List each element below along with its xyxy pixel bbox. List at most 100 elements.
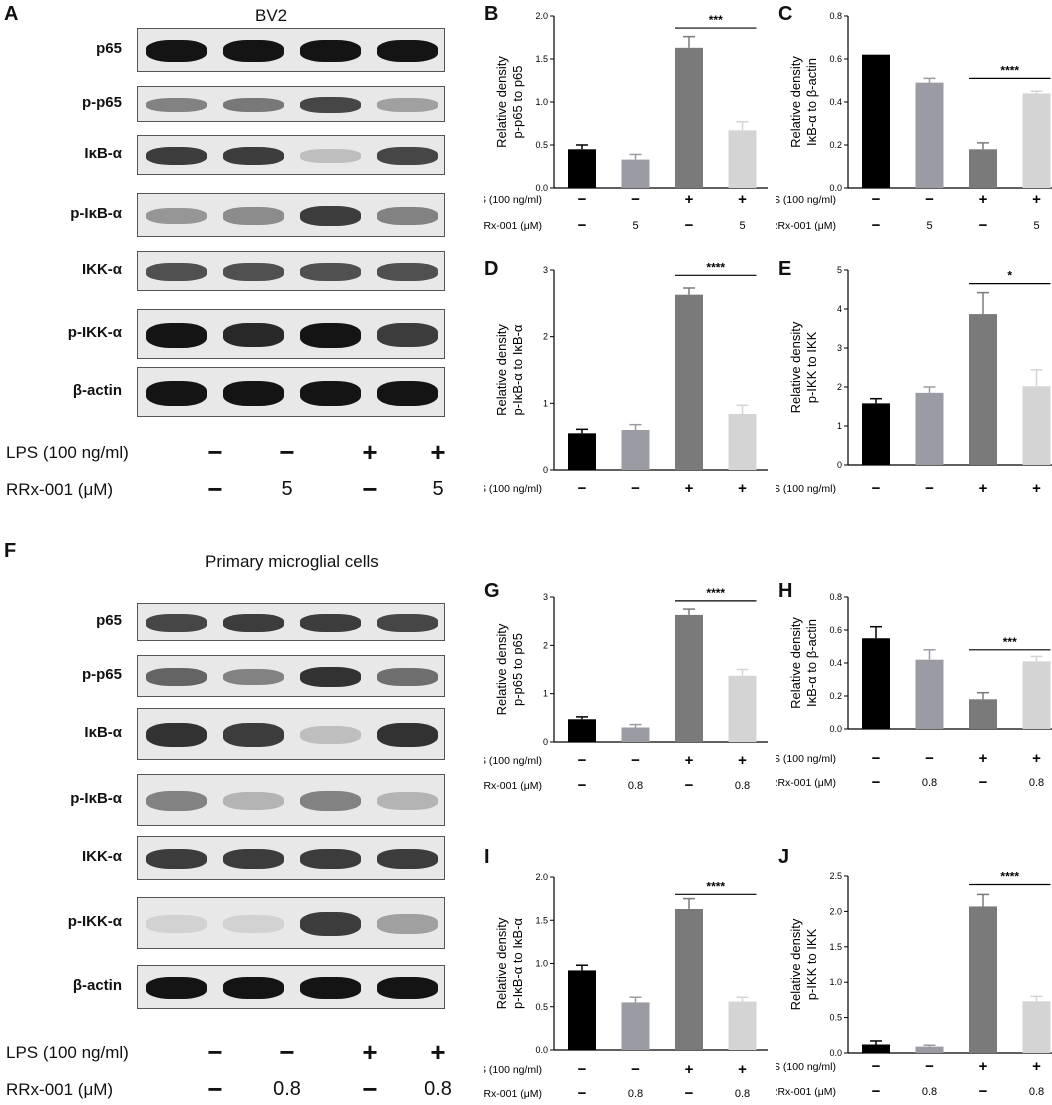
bar	[915, 659, 944, 729]
lps-symbol: +	[430, 1037, 446, 1067]
protein-band	[300, 96, 361, 114]
rrx-value: −	[872, 217, 881, 234]
bar	[728, 414, 757, 470]
bar-chart-b: 0.0 0.5 1.0 1.5 2.0 Relative density p-p65 to …	[484, 11, 768, 234]
lps-row-label: LPS (100 ng/ml)	[776, 753, 836, 765]
rrx-value: 0.8	[922, 1086, 937, 1098]
bar	[1022, 661, 1051, 729]
lps-symbol: −	[872, 191, 881, 208]
lps-symbol: −	[631, 191, 640, 208]
y-tick-label: 0	[543, 465, 548, 475]
lps-symbol: −	[578, 1061, 587, 1078]
y-tick-label: 1	[543, 689, 548, 699]
blot-strip	[137, 193, 445, 237]
protein-band	[377, 977, 438, 999]
lps-symbol: +	[738, 191, 747, 208]
bar	[568, 433, 596, 470]
panel-letter-d: D	[484, 258, 499, 280]
rrx-value: −	[578, 1085, 587, 1102]
lps-symbol: −	[925, 191, 934, 208]
protein-band	[300, 790, 361, 812]
protein-band	[146, 207, 207, 225]
y-tick-label: 2.0	[535, 11, 548, 21]
rrx-value: 0.8	[735, 780, 750, 792]
protein-band	[377, 914, 438, 934]
bar	[728, 130, 757, 188]
rrx-value: −	[685, 1085, 694, 1102]
rrx-row-label: RRx-001 (μM)	[776, 220, 836, 232]
bar	[621, 727, 650, 742]
western-blot-primary-microglia: Primary microglial cells p65 p-p65 IκB-α p-…	[0, 540, 470, 1104]
rrx-value: −	[685, 217, 694, 234]
protein-band	[300, 667, 361, 687]
protein-band	[146, 146, 207, 166]
bar	[862, 1044, 890, 1053]
blot-strip	[137, 897, 445, 949]
rrx-value: −	[979, 217, 988, 234]
protein-label: p-IκB-α	[70, 205, 122, 222]
y-tick-label: 0	[543, 737, 548, 747]
rrx-value: −	[362, 474, 378, 504]
panel-letter-g: G	[484, 580, 500, 602]
bar	[1022, 93, 1051, 188]
rrx-value: 0.8	[273, 1078, 301, 1100]
lps-symbol: +	[1032, 1058, 1041, 1075]
lps-symbol: −	[925, 750, 934, 767]
lps-symbol: −	[279, 1037, 295, 1067]
protein-band	[377, 614, 438, 632]
protein-label: p-p65	[81, 666, 122, 683]
y-tick-label: 0.2	[829, 140, 842, 150]
y-tick-label: 1.0	[535, 959, 548, 969]
significance-label: ****	[1000, 63, 1019, 77]
y-tick-label: 2.0	[535, 872, 548, 882]
y-tick-label: 1.5	[535, 915, 548, 925]
protein-band	[223, 614, 284, 632]
protein-band	[377, 668, 438, 686]
lps-row-label: LPS (100 ng/ml)	[776, 194, 836, 206]
protein-label: p65	[96, 612, 122, 629]
protein-band	[300, 149, 361, 163]
y-axis-label: IκB-α to β-actin	[804, 58, 819, 146]
protein-band	[300, 380, 361, 406]
y-tick-label: 0.0	[829, 724, 842, 734]
y-tick-label: 0.4	[829, 658, 842, 668]
protein-label: IKK-α	[81, 848, 122, 865]
lps-symbol: +	[738, 480, 747, 497]
protein-band	[223, 97, 284, 113]
blot-strip	[137, 655, 445, 697]
y-tick-label: 2	[543, 640, 548, 650]
protein-band	[146, 790, 207, 812]
protein-band	[300, 614, 361, 632]
lps-symbol: −	[279, 437, 295, 467]
protein-band	[146, 263, 207, 281]
bar-chart-d: 0 1 2 3 Relative density p-IκB-α to IκB-α ****…	[484, 260, 768, 497]
rrx-value: −	[872, 774, 881, 791]
lps-symbol: +	[979, 191, 988, 208]
significance-label: ***	[1003, 635, 1017, 649]
bar	[675, 294, 703, 470]
blot-strip	[137, 135, 445, 175]
protein-band	[223, 791, 284, 811]
protein-band	[146, 40, 207, 62]
y-tick-label: 2.5	[829, 871, 842, 881]
lps-symbol: −	[872, 750, 881, 767]
y-tick-label: 0.0	[535, 183, 548, 193]
protein-band	[223, 722, 284, 748]
y-tick-label: 0.8	[829, 11, 842, 21]
lps-symbol: −	[578, 191, 587, 208]
lps-symbol: −	[925, 480, 934, 497]
y-axis-label: Relative density	[788, 321, 803, 413]
lps-symbol: −	[872, 480, 881, 497]
blot-title: BV2	[255, 6, 288, 25]
bar	[969, 906, 997, 1053]
rrx-value: −	[979, 774, 988, 791]
protein-band	[223, 915, 284, 933]
lps-row-label: LPS (100 ng/ml)	[776, 1061, 836, 1073]
rrx-value: 0.8	[424, 1078, 452, 1100]
lps-symbol: +	[685, 480, 694, 497]
rrx-row-label: RRx-001 (μM)	[776, 777, 836, 789]
lps-symbol: −	[631, 480, 640, 497]
significance-label: *	[1007, 269, 1012, 283]
lps-symbol: +	[1032, 750, 1041, 767]
